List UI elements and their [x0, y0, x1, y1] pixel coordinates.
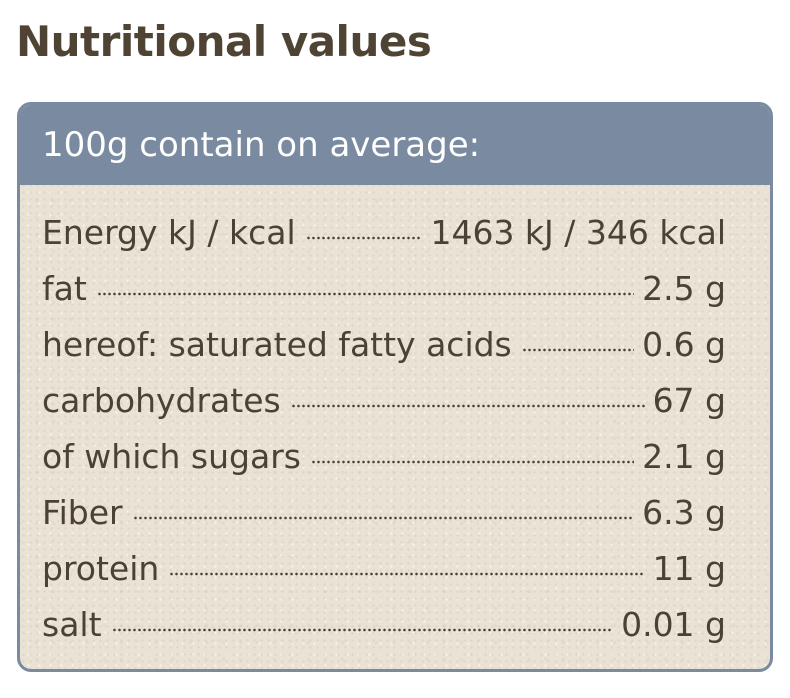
nutrition-row-carbohydrates: carbohydrates 67 g — [42, 373, 726, 429]
panel-header: 100g contain on average: — [20, 105, 770, 185]
nutrition-row-fat: fat 2.5 g — [42, 261, 726, 317]
row-value: 0.6 g — [642, 325, 726, 364]
row-value: 2.1 g — [642, 437, 726, 476]
row-label: protein — [42, 549, 160, 588]
row-value: 6.3 g — [642, 493, 726, 532]
row-label: carbohydrates — [42, 381, 281, 420]
dotted-leader — [132, 516, 635, 524]
nutrition-panel: 100g contain on average: Energy kJ / kca… — [17, 102, 773, 672]
nutrition-row-energy: Energy kJ / kcal 1463 kJ / 346 kcal — [42, 205, 726, 261]
nutrition-row-sugars: of which sugars 2.1 g — [42, 429, 726, 485]
row-label: Fiber — [42, 493, 123, 532]
row-value: 67 g — [652, 381, 726, 420]
dotted-leader — [169, 572, 645, 580]
row-label: of which sugars — [42, 437, 301, 476]
dotted-leader — [521, 348, 635, 356]
row-value: 11 g — [652, 549, 726, 588]
row-value: 2.5 g — [642, 269, 726, 308]
nutrition-row-protein: protein 11 g — [42, 541, 726, 597]
row-label: Energy kJ / kcal — [42, 213, 296, 252]
dotted-leader — [305, 236, 423, 244]
dotted-leader — [111, 628, 614, 636]
nutrition-row-fiber: Fiber 6.3 g — [42, 485, 726, 541]
nutrition-row-saturated-fatty-acids: hereof: saturated fatty acids 0.6 g — [42, 317, 726, 373]
row-value: 0.01 g — [621, 605, 726, 644]
dotted-leader — [96, 292, 635, 300]
row-value: 1463 kJ / 346 kcal — [430, 213, 726, 252]
nutrition-row-salt: salt 0.01 g — [42, 597, 726, 653]
page-title: Nutritional values — [16, 17, 432, 66]
row-label: hereof: saturated fatty acids — [42, 325, 512, 364]
row-label: salt — [42, 605, 102, 644]
nutrition-table: Energy kJ / kcal 1463 kJ / 346 kcal fat … — [42, 205, 726, 653]
dotted-leader — [290, 404, 645, 412]
dotted-leader — [310, 460, 635, 468]
row-label: fat — [42, 269, 87, 308]
